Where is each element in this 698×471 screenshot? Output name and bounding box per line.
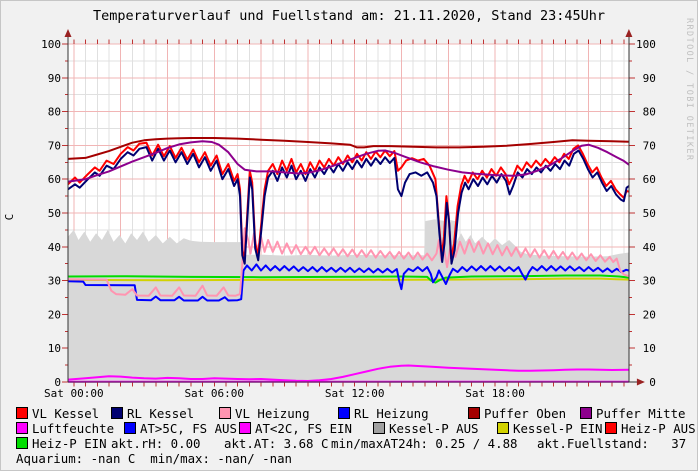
legend-item-at-5c-fs-aus: AT>5C, FS AUS [124, 422, 237, 435]
legend-item-kessel-p-aus: Kessel-P AUS [373, 422, 479, 435]
y-tick-label-left: 90 [48, 72, 61, 85]
legend-label: Heiz-P EIN [32, 436, 107, 451]
legend-label: RL Kessel [127, 406, 195, 421]
series-puffer-oben [68, 137, 629, 160]
legend-swatch [16, 422, 28, 434]
legend-item-puffer-oben: Puffer Oben [468, 407, 566, 420]
legend-label: Puffer Oben [484, 406, 567, 421]
x-tick-label: Sat 18:00 [465, 387, 525, 400]
y-tick-label-left: 30 [48, 275, 61, 288]
y-tick-label-right: 40 [643, 241, 656, 254]
legend-swatch [239, 422, 251, 434]
legend-swatch [16, 437, 28, 449]
legend-label: Kessel-P EIN [513, 421, 603, 436]
legend-swatch [497, 422, 509, 434]
y-tick-label-right: 90 [643, 72, 656, 85]
legend-label: VL Kessel [32, 406, 100, 421]
legend-label: akt.rH: 0.00 [111, 436, 201, 451]
y-tick-label-right: 0 [649, 376, 656, 389]
chart-svg: 0 0 10 10 20 20 30 30 40 40 50 50 60 60 70 70 80 80 90 90 10… [3, 29, 656, 400]
legend-item-at-2c-fs-ein: AT<2C, FS EIN [239, 422, 352, 435]
series-aussentemperatur [68, 364, 629, 382]
legend-swatch [373, 422, 385, 434]
legend-item-akt-at-3-68-c: akt.AT: 3.68 C [224, 437, 328, 450]
legend-item-akt-rh-0-00: akt.rH: 0.00 [111, 437, 201, 450]
legend-swatch [338, 407, 350, 419]
series-rl-heizung [68, 263, 629, 302]
y-tick-label-left: 20 [48, 308, 61, 321]
series-vl-heizung [68, 227, 629, 297]
legend-item-akt-fuellstand-37: akt.Fuellstand: 37 [537, 437, 686, 450]
legend-label: AT<2C, FS EIN [255, 421, 352, 436]
legend-swatch [468, 407, 480, 419]
legend-item-aquarium-nan-c-min-max-nan-nan: Aquarium: -nan C min/max: -nan/ -nan [16, 452, 292, 465]
y-tick-label-right: 70 [643, 139, 656, 152]
y-tick-label-left: 0 [54, 376, 61, 389]
y-tick-label-left: 100 [41, 38, 61, 51]
legend-label: RL Heizung [354, 406, 429, 421]
legend-item-heiz-p-aus: Heiz-P AUS [605, 422, 696, 435]
y-tick-label-left: 10 [48, 342, 61, 355]
legend-label: Puffer Mitte [596, 406, 686, 421]
y-tick-label-right: 20 [643, 308, 656, 321]
chart-title: Temperaturverlauf und Fuellstand am: 21.… [92, 8, 606, 24]
legend-label: min/maxAT24h: 0.25 / 4.88 [331, 436, 518, 451]
legend-item-kessel-p-ein: Kessel-P EIN [497, 422, 603, 435]
legend-item-puffer-mitte: Puffer Mitte [580, 407, 686, 420]
legend-label: akt.Fuellstand: 37 [537, 436, 687, 451]
legend-swatch [580, 407, 592, 419]
y-tick-label-right: 80 [643, 106, 656, 119]
y-axis-arrow-right [625, 29, 633, 37]
series-kessel-p-ein [68, 277, 629, 282]
series-puffer-mitte [68, 140, 629, 183]
legend-label: Luftfeuchte [32, 421, 115, 436]
y-tick-label-left: 70 [48, 139, 61, 152]
x-tick-label: Sat 12:00 [325, 387, 385, 400]
legend-item-rl-kessel: RL Kessel [111, 407, 194, 420]
legend-label: Aquarium: -nan C min/max: -nan/ -nan [16, 451, 293, 466]
legend-swatch [16, 407, 28, 419]
y-tick-label-left: 40 [48, 241, 61, 254]
series-heiz-p-ein [68, 274, 629, 284]
y-tick-label-right: 30 [643, 275, 656, 288]
legend-swatch [605, 422, 617, 434]
x-tick-label: Sat 06:00 [184, 387, 244, 400]
y-tick-label-left: 80 [48, 106, 61, 119]
legend-label: Heiz-P AUS [621, 421, 696, 436]
legend-swatch [124, 422, 136, 434]
legend-swatch [111, 407, 123, 419]
legend-item-heiz-p-ein: Heiz-P EIN [16, 437, 107, 450]
y-tick-label-right: 60 [643, 173, 656, 186]
legend-item-rl-heizung: RL Heizung [338, 407, 429, 420]
watermark: RRDTOOL / TOBI OETIKER [684, 18, 694, 162]
legend-label: Kessel-P AUS [389, 421, 479, 436]
x-axis-arrow [636, 378, 645, 386]
series-vl-kessel [68, 141, 629, 260]
y-axis-arrow-left [64, 29, 72, 37]
y-tick-label-right: 100 [636, 38, 656, 51]
legend-swatch [219, 407, 231, 419]
legend-item-vl-heizung: VL Heizung [219, 407, 310, 420]
legend-item-vl-kessel: VL Kessel [16, 407, 99, 420]
legend-label: akt.AT: 3.68 C [224, 436, 329, 451]
y-tick-label-left: 50 [48, 207, 61, 220]
legend-label: AT>5C, FS AUS [140, 421, 237, 436]
series-kessel-p-aus [68, 219, 629, 382]
y-tick-label-right: 50 [643, 207, 656, 220]
y-axis-title: C [3, 214, 16, 221]
legend-item-min-maxat24h-0-25-4-88: min/maxAT24h: 0.25 / 4.88 [331, 437, 518, 450]
y-tick-label-right: 10 [643, 342, 656, 355]
legend-item-luftfeuchte: Luftfeuchte [16, 422, 114, 435]
x-tick-label: Sat 00:00 [44, 387, 104, 400]
legend-label: VL Heizung [235, 406, 310, 421]
y-tick-label-left: 60 [48, 173, 61, 186]
